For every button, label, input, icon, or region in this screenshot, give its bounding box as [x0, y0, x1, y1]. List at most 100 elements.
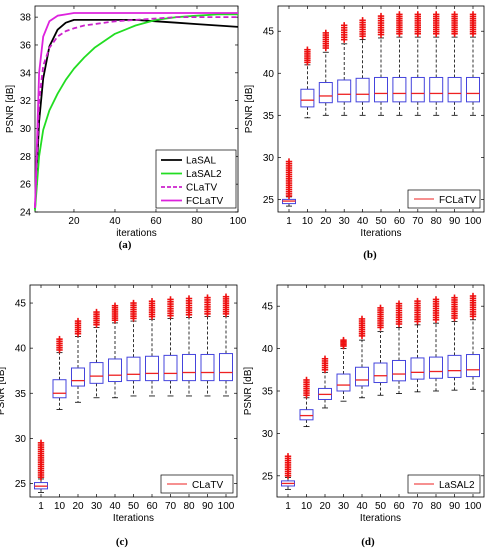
- y-axis-label: PSNR [dB]: [0, 367, 7, 416]
- x-axis-label: Iterations: [360, 513, 401, 524]
- box-30: [337, 22, 352, 116]
- x-tick-label: 90: [449, 501, 461, 512]
- box-body: [336, 373, 351, 392]
- box-body: [182, 353, 196, 382]
- legend-entry: CLaTV: [186, 183, 217, 194]
- x-tick-label: 100: [230, 216, 247, 227]
- x-tick-label: 100: [465, 216, 482, 227]
- box-body: [392, 76, 407, 103]
- box-1: [281, 453, 295, 490]
- legend-box: [407, 189, 481, 209]
- y-tick-label: 32: [20, 96, 32, 107]
- x-axis-label: iterations: [116, 228, 157, 239]
- series-line-fclatv: [34, 12, 238, 208]
- box-10: [300, 46, 315, 119]
- y-tick-label: 35: [262, 387, 274, 398]
- panel-3: 25 30 35 40 45 PSNR [dB] Iterations (d) 1 10 20 30 4…: [243, 284, 485, 548]
- panel-label: (b): [363, 249, 377, 261]
- box-body: [447, 76, 462, 103]
- x-tick-label: 50: [375, 501, 387, 512]
- box-body: [429, 76, 444, 103]
- x-tick-label: 90: [202, 501, 214, 512]
- x-tick-label: 10: [54, 501, 66, 512]
- box-1: [34, 439, 48, 493]
- legend-box: [160, 474, 234, 494]
- box-20: [318, 29, 333, 116]
- y-axis-label: PSNR [dB]: [243, 367, 254, 416]
- box-body: [410, 76, 425, 103]
- x-tick-label: 10: [301, 501, 313, 512]
- panel-2: 25 30 35 40 45 PSNR [dB] Iterations (c) 1 10 20 30 4…: [0, 284, 238, 548]
- box-60: [392, 300, 406, 394]
- legend-entry: LaSAL2: [186, 169, 222, 180]
- y-tick-label: 25: [262, 471, 274, 482]
- x-tick-label: 40: [109, 216, 121, 227]
- box-80: [182, 295, 196, 397]
- legend-box: [407, 474, 481, 494]
- box-body: [71, 367, 85, 387]
- x-tick-label: 60: [150, 216, 162, 227]
- y-tick-label: 36: [20, 40, 32, 51]
- box-90: [447, 294, 462, 391]
- panel-label: (a): [119, 239, 132, 251]
- box-10: [299, 376, 314, 428]
- y-tick-label: 40: [15, 344, 27, 355]
- panel-1: 25 30 35 40 45 PSNR [dB] Iterations (b) 1 10 20 30 4…: [244, 5, 485, 261]
- box-body: [374, 76, 388, 103]
- x-tick-label: 10: [302, 216, 314, 227]
- x-tick-label: 60: [394, 216, 406, 227]
- box-body: [219, 353, 233, 382]
- y-tick-label: 40: [262, 344, 274, 355]
- box-body: [337, 79, 352, 103]
- box-60: [392, 11, 407, 116]
- legend-entry: FCLaTV: [186, 196, 224, 207]
- y-tick-label: 35: [15, 389, 27, 400]
- x-tick-label: 20: [68, 216, 80, 227]
- box-body: [299, 409, 314, 421]
- y-tick-label: 24: [20, 208, 32, 219]
- x-tick-label: 40: [356, 501, 368, 512]
- y-tick-label: 40: [263, 69, 275, 80]
- box-50: [373, 304, 388, 396]
- x-tick-label: 1: [38, 501, 44, 512]
- box-30: [336, 336, 351, 402]
- box-1: [282, 158, 296, 207]
- plot-frame: [34, 5, 239, 213]
- y-tick-label: 28: [20, 152, 32, 163]
- x-axis-label: Iterations: [113, 513, 154, 524]
- x-tick-label: 80: [431, 216, 443, 227]
- box-100: [466, 292, 480, 390]
- x-tick-label: 70: [412, 501, 424, 512]
- x-tick-label: 50: [128, 501, 140, 512]
- x-tick-label: 40: [109, 501, 121, 512]
- box-80: [429, 296, 443, 392]
- x-tick-label: 100: [218, 501, 235, 512]
- x-tick-label: 90: [449, 216, 461, 227]
- y-tick-label: 26: [20, 180, 32, 191]
- x-axis-label: Iterations: [360, 228, 401, 239]
- box-70: [410, 297, 425, 393]
- x-tick-label: 40: [357, 216, 369, 227]
- box-body: [145, 355, 159, 382]
- box-30: [89, 308, 104, 399]
- box-body: [429, 356, 443, 379]
- box-100: [466, 11, 480, 116]
- x-tick-label: 80: [430, 501, 442, 512]
- box-body: [447, 354, 462, 378]
- panel-label: (c): [116, 536, 129, 548]
- box-80: [429, 11, 444, 116]
- y-tick-label: 25: [15, 479, 27, 490]
- series-line-lasal: [34, 19, 239, 210]
- x-tick-label: 30: [338, 501, 350, 512]
- panel-0: 24 26 28 30 32 34 36 38 PSNR [dB] iterations(a) 20…: [5, 5, 247, 251]
- y-tick-label: 30: [15, 434, 27, 445]
- box-body: [126, 356, 141, 382]
- box-body: [108, 358, 122, 383]
- box-body: [466, 76, 480, 103]
- y-tick-label: 34: [20, 68, 32, 79]
- y-tick-label: 38: [20, 13, 32, 24]
- y-tick-label: 35: [263, 111, 275, 122]
- x-tick-label: 30: [339, 216, 351, 227]
- x-tick-label: 20: [320, 216, 332, 227]
